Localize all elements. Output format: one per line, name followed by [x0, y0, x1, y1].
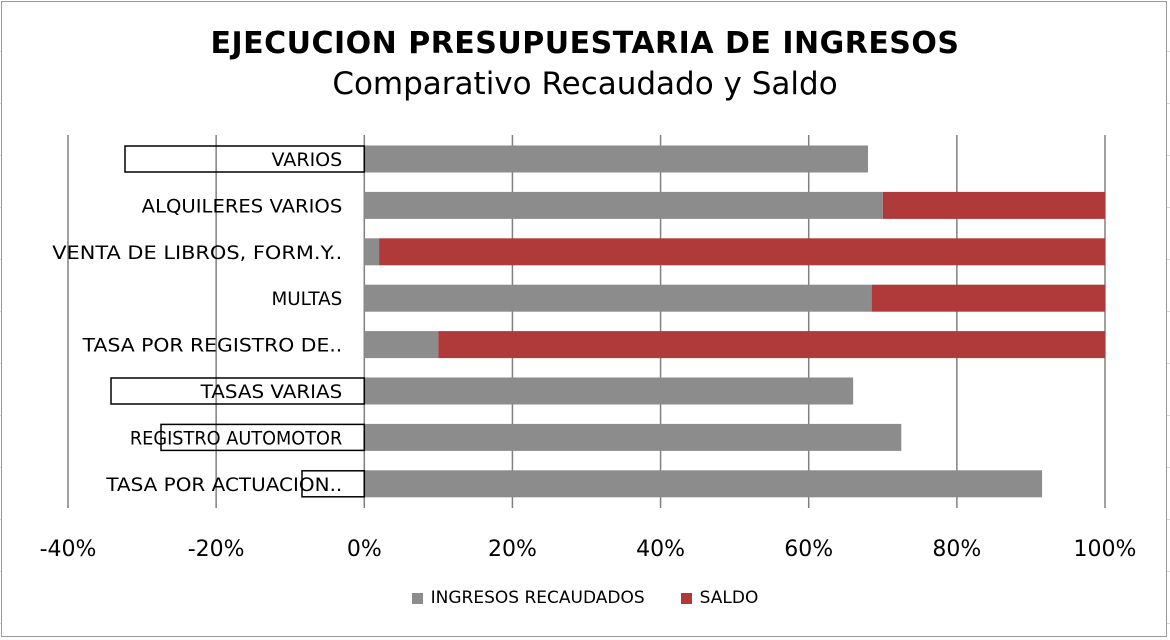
bar-saldo: [438, 331, 1105, 359]
legend-label-recaudados: INGRESOS RECAUDADOS: [430, 588, 645, 608]
bar-ingresos-recaudados: [364, 145, 868, 173]
bar-ingresos-recaudados: [364, 238, 380, 266]
category-label-box: [301, 470, 366, 498]
bar-saldo: [882, 191, 1105, 219]
legend-item-recaudados: INGRESOS RECAUDADOS: [411, 588, 645, 608]
category-label: REGISTRO AUTOMOTOR: [130, 427, 342, 449]
category-label: VENTA DE LIBROS, FORM.Y..: [52, 242, 342, 264]
category-label: TASA POR ACTUACION..: [105, 474, 342, 496]
x-tick-label: 80%: [932, 537, 981, 562]
x-tick-label: 20%: [488, 537, 537, 562]
category-label: ALQUILERES VARIOS: [142, 195, 343, 217]
x-tick-label: 40%: [636, 537, 685, 562]
bar-ingresos-recaudados: [364, 331, 439, 359]
legend-item-saldo: SALDO: [680, 588, 759, 608]
x-tick-label: 100%: [1074, 537, 1137, 562]
bar-ingresos-recaudados: [364, 284, 872, 312]
x-tick-label: 60%: [784, 537, 833, 562]
bar-saldo: [379, 238, 1106, 266]
legend-label-saldo: SALDO: [699, 588, 759, 608]
bar-ingresos-recaudados: [364, 377, 854, 405]
category-label-box: [110, 377, 366, 405]
category-label-box: [124, 145, 366, 173]
category-label: TASA POR REGISTRO DE..: [82, 335, 343, 357]
bar-ingresos-recaudados: [364, 191, 883, 219]
chart-title: EJECUCION PRESUPUESTARIA DE INGRESOS: [210, 26, 960, 61]
bar-saldo: [871, 284, 1105, 312]
category-label: TASAS VARIAS: [200, 381, 343, 403]
chart-legend: INGRESOS RECAUDADOS SALDO: [0, 588, 1170, 608]
category-label-box: [160, 423, 366, 452]
x-tick-label: -40%: [40, 537, 97, 562]
category-label: VARIOS: [271, 149, 342, 171]
bar-ingresos-recaudados: [364, 423, 902, 451]
legend-swatch-saldo: [680, 592, 692, 604]
x-tick-label: 0%: [347, 537, 382, 562]
chart-subtitle: Comparativo Recaudado y Saldo: [332, 66, 838, 102]
legend-swatch-recaudados: [411, 592, 423, 604]
category-label: MULTAS: [271, 288, 342, 310]
bar-ingresos-recaudados: [364, 470, 1043, 498]
x-tick-label: -20%: [188, 537, 245, 562]
